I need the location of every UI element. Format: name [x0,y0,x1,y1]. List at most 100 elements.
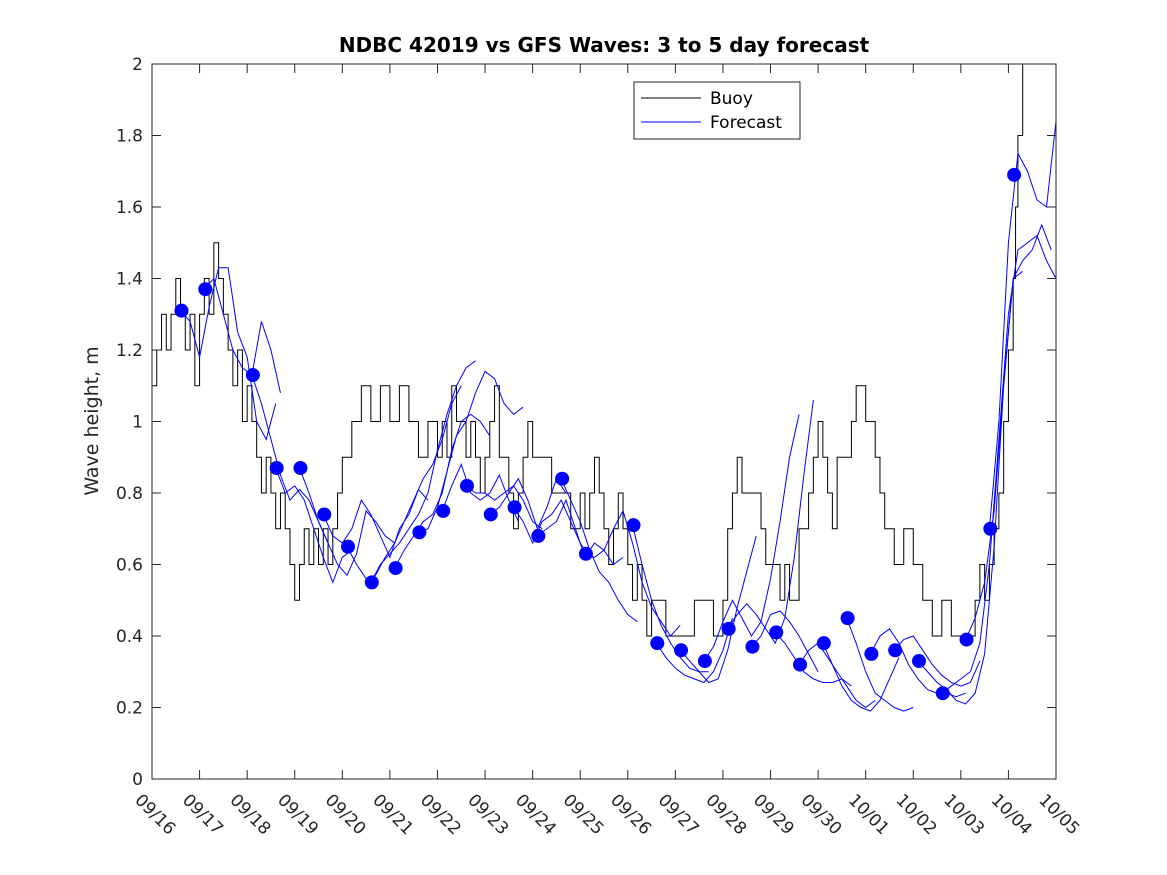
x-tick-label: 10/03 [939,790,988,839]
forecast-marker [935,686,950,701]
y-tick-label: 0 [132,770,143,790]
x-tick-label: 09/17 [178,790,227,839]
forecast-marker [555,471,570,486]
legend: Buoy Forecast [633,81,801,140]
forecast-marker [317,507,332,522]
forecast-marker [174,303,189,318]
forecast-line-12 [489,477,567,531]
x-tick-label: 09/27 [654,790,703,839]
forecast-marker [245,368,260,383]
forecast-line-14 [537,498,624,566]
forecast-line-27 [870,628,966,698]
forecast-line-4 [299,467,395,577]
forecast-line-32 [988,121,1056,529]
x-tick-label: 09/16 [130,790,179,839]
forecast-marker [626,518,641,533]
y-axis-label: Wave height, m [81,346,103,495]
forecast-marker [578,546,593,561]
forecast-marker [816,636,831,651]
y-tick-label: 0.8 [116,484,143,504]
forecast-line-18 [655,617,733,684]
x-tick-label: 09/21 [368,790,417,839]
forecast-marker [293,460,308,475]
forecast-line-25 [822,642,900,712]
forecast-marker [650,636,665,651]
forecast-line-0 [180,267,277,441]
y-tick-label: 1.8 [116,127,143,147]
forecast-line-7 [370,360,476,583]
x-tick-label: 09/25 [559,790,608,839]
x-tick-label: 10/01 [844,790,893,839]
forecast-marker [959,632,974,647]
forecast-marker [983,521,998,536]
forecast-marker [341,539,356,554]
forecast-marker [674,643,689,658]
forecast-line-28 [893,635,981,687]
legend-label-forecast: Forecast [710,113,782,133]
forecast-marker [721,621,736,636]
x-tick-label: 09/22 [416,790,465,839]
x-tick-label: 09/24 [511,790,560,839]
chart-title: NDBC 42019 vs GFS Waves: 3 to 5 day fore… [339,33,870,57]
y-tick-label: 1.6 [116,198,143,218]
forecast-line-31 [965,223,1052,640]
x-tick-label: 09/28 [701,790,750,839]
forecast-marker [888,643,903,658]
y-tick-label: 0.6 [116,556,143,576]
forecast-marker [483,507,498,522]
plot-area [152,64,1056,779]
y-tick-label: 2 [132,55,143,75]
plot-background [152,64,1056,779]
forecast-marker [459,478,474,493]
forecast-line-24 [798,642,876,709]
forecast-line-30 [941,234,1056,694]
x-tick-label: 09/18 [226,790,275,839]
forecast-line-5 [322,488,429,559]
forecast-line-1 [203,277,281,394]
x-tick-label: 09/19 [273,790,322,839]
forecast-line-8 [394,413,491,569]
x-tick-label: 09/20 [321,790,370,839]
buoy-line [152,64,1028,637]
forecast-marker [864,646,879,661]
x-tick-label: 09/30 [797,790,846,839]
x-tick-label: 09/26 [606,790,655,839]
x-tick-label: 09/23 [464,790,513,839]
forecast-line-16 [584,509,681,637]
forecast-marker [1007,167,1022,182]
forecast-line-11 [465,485,543,530]
forecast-series [180,121,1056,712]
forecast-line-20 [703,414,800,662]
forecast-marker [507,500,522,515]
forecast-marker [840,611,855,626]
forecast-line-17 [632,525,709,673]
y-tick-label: 1 [132,413,143,433]
y-tick-label: 1.2 [116,341,143,361]
forecast-line-13 [513,499,591,558]
x-tick-label: 09/29 [749,790,798,839]
y-tick-label: 1.4 [116,270,143,290]
legend-box [633,81,801,140]
forecast-marker [531,528,546,543]
forecast-marker [793,657,808,672]
y-tick-label: 0.4 [116,627,143,647]
x-tick-label: 10/05 [1034,790,1083,839]
forecast-marker [697,654,712,669]
forecast-line-19 [679,535,757,684]
forecast-marker [911,654,926,669]
buoy-series [152,64,1028,637]
forecast-marker [269,460,284,475]
forecast-marker [198,282,213,297]
forecast-markers [174,167,1022,701]
forecast-line-26 [846,617,914,712]
forecast-marker [364,575,379,590]
forecast-line-15 [560,478,638,623]
forecast-marker [412,525,427,540]
forecast-line-2 [251,374,329,544]
forecast-marker [769,625,784,640]
x-tick-label: 10/04 [987,790,1036,839]
x-tick-label: 10/02 [892,790,941,839]
forecast-marker [745,639,760,654]
forecast-marker [388,561,403,576]
